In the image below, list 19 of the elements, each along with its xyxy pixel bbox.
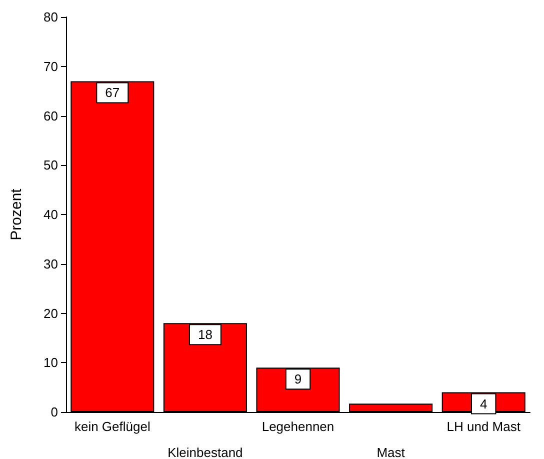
y-tick-label: 10 bbox=[44, 355, 58, 370]
y-axis-title: Prozent bbox=[8, 188, 25, 240]
y-tick-label: 70 bbox=[44, 58, 58, 74]
data-label: 67 bbox=[105, 85, 120, 100]
data-label: 9 bbox=[294, 372, 302, 387]
x-tick-label: Kleinbestand bbox=[168, 445, 243, 459]
y-tick-label: 0 bbox=[50, 404, 58, 420]
y-tick-label: 60 bbox=[44, 108, 58, 124]
data-label: 4 bbox=[480, 396, 488, 412]
data-label: 18 bbox=[198, 327, 212, 342]
x-tick-label: Legehennen bbox=[262, 419, 334, 434]
x-tick-label: LH und Mast bbox=[446, 419, 521, 434]
y-tick-label: 50 bbox=[44, 158, 58, 173]
y-tick-label: 30 bbox=[44, 256, 58, 272]
y-tick-label: 80 bbox=[44, 10, 58, 24]
y-tick-label: 20 bbox=[44, 306, 58, 321]
x-tick-label: kein Geflügel bbox=[74, 419, 150, 434]
y-tick-label: 40 bbox=[44, 207, 58, 222]
x-tick-label: Mast bbox=[376, 445, 406, 459]
